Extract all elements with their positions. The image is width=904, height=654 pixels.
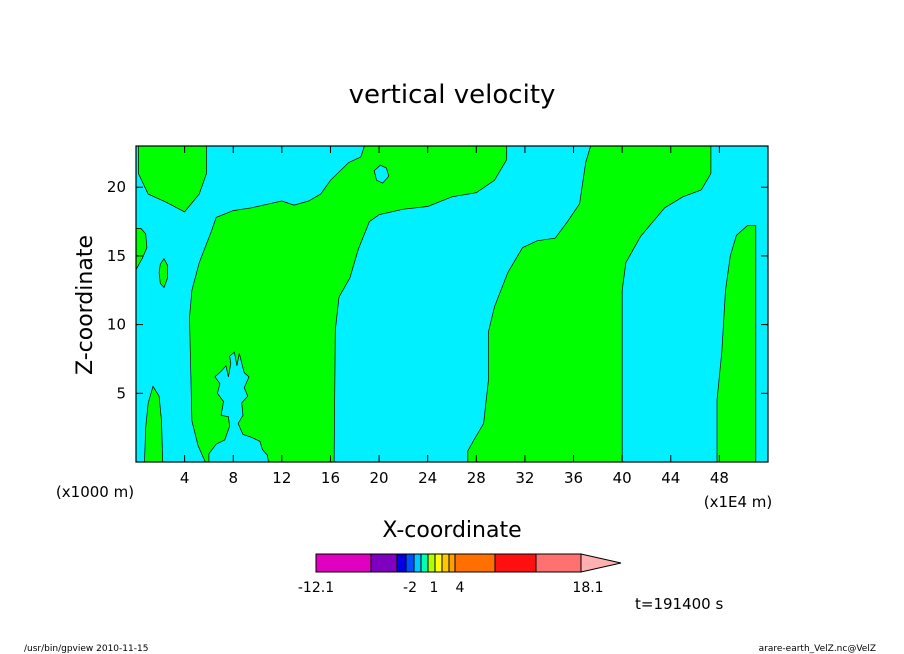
green-band-1 xyxy=(189,145,508,463)
contour-regions xyxy=(135,145,757,463)
colorbar-label-max: 18.1 xyxy=(572,580,603,596)
y-tick-label: 15 xyxy=(107,247,126,265)
x-tick-label: 44 xyxy=(661,469,680,487)
chart-title: vertical velocity xyxy=(349,80,556,110)
x-tick-label: 4 xyxy=(180,469,190,487)
x-scale-label: (x1E4 m) xyxy=(704,493,773,511)
green-band-3 xyxy=(716,225,757,463)
colorbar-segment xyxy=(494,553,537,573)
colorbar-max-arrow xyxy=(580,553,622,573)
y-tick-label: 5 xyxy=(116,384,126,402)
colorbar-segment xyxy=(315,553,372,573)
time-label: t=191400 s xyxy=(635,595,723,613)
colorbar-segment xyxy=(434,553,443,573)
x-offset-label: (x1000 m) xyxy=(56,483,134,501)
colorbar-segment xyxy=(454,553,496,573)
y-axis-ticks: 5 10 15 20 xyxy=(107,178,768,402)
x-tick-label: 32 xyxy=(515,469,534,487)
colorbar-segment xyxy=(420,553,429,573)
y-axis-title: Z-coordinate xyxy=(73,235,98,375)
footer-left-note: /usr/bin/gpview 2010-11-15 xyxy=(24,644,148,654)
y-tick-label: 10 xyxy=(107,316,126,334)
colorbar-label-1: 1 xyxy=(430,580,439,596)
colorbar-label-4: 4 xyxy=(456,580,465,596)
x-tick-label: 8 xyxy=(228,469,238,487)
colorbar-label-m2: -2 xyxy=(403,580,417,596)
x-tick-label: 16 xyxy=(321,469,340,487)
x-tick-label: 48 xyxy=(710,469,729,487)
colorbar-segment xyxy=(370,553,398,573)
colorbar-segment xyxy=(441,553,450,573)
colorbar-segment xyxy=(448,553,456,573)
x-tick-label: 40 xyxy=(613,469,632,487)
colorbar xyxy=(315,553,622,573)
colorbar-segment xyxy=(396,553,407,573)
cyan-plume-8 xyxy=(208,351,269,463)
colorbar-segment xyxy=(427,553,436,573)
green-band-2 xyxy=(467,145,712,463)
x-tick-label: 12 xyxy=(272,469,291,487)
x-tick-label: 28 xyxy=(467,469,486,487)
colorbar-labels: -12.1 -2 1 4 18.1 xyxy=(298,580,604,596)
plot-frame xyxy=(135,145,769,463)
colorbar-segment xyxy=(405,553,415,573)
footer-right-note: arare-earth_VelZ.nc@VelZ xyxy=(759,644,876,654)
x-tick-label: 20 xyxy=(370,469,389,487)
x-tick-label: 24 xyxy=(418,469,437,487)
x-axis-ticks: 4 8 12 16 20 24 28 32 36 40 44 48 xyxy=(180,146,729,487)
x-tick-label: 36 xyxy=(564,469,583,487)
green-band-left xyxy=(138,145,207,213)
green-strip-bottom-left xyxy=(144,385,164,463)
y-tick-label: 20 xyxy=(107,178,126,196)
green-blob-small xyxy=(158,258,168,289)
colorbar-segment xyxy=(535,553,582,573)
x-axis-title: X-coordinate xyxy=(382,518,521,543)
colorbar-segment xyxy=(413,553,422,573)
colorbar-label-min: -12.1 xyxy=(298,580,334,596)
cyan-patch-20-21 xyxy=(373,164,390,184)
